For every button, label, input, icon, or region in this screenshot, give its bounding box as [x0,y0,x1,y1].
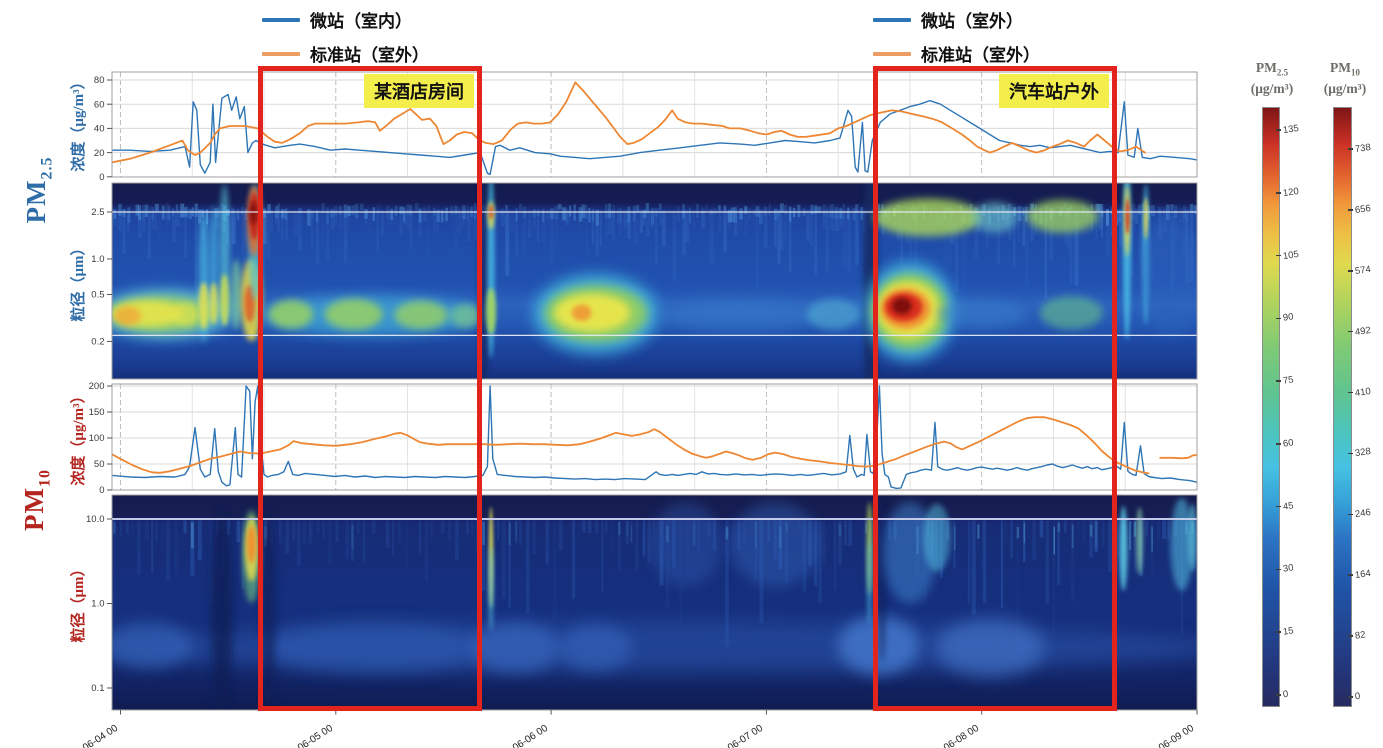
heatmap-hotspots [112,495,1197,710]
colorbar-tick-label: 105 [1282,248,1300,262]
colorbar-tick [1276,694,1281,696]
y-tick-label: 0.2 [91,337,104,348]
y-tick-label: 1.0 [91,254,104,265]
line-swatch-orange [873,51,911,56]
series-micro-station [112,385,1197,490]
colorbar-tick-label: 656 [1354,202,1372,216]
colorbar-tick-label: 15 [1282,625,1295,638]
colorbar-tick-label: 135 [1282,122,1300,137]
annotation-box-hotel-room: 某酒店房间 [258,66,482,711]
y-tick-label: 60 [94,99,105,110]
y-tick-label: 150 [89,407,105,418]
y-tick-label: 0 [99,172,104,183]
y-tick-label: 0 [99,485,104,496]
y-tick-label: 10.0 [86,514,105,525]
colorbar-tick [1276,129,1281,131]
colorbar-tick [1348,148,1353,150]
colorbar-tick-label: 410 [1354,385,1372,399]
colorbar-gradient [1263,108,1279,706]
colorbar-tick [1348,635,1353,637]
line-swatch-blue [262,17,300,22]
legend-item: 微站（室外） [873,7,1040,32]
legend-item: 标准站（室外） [262,41,429,66]
colorbar-tick [1348,330,1353,333]
colorbar-tick [1348,209,1353,211]
colorbar-tick-label: 90 [1282,311,1295,325]
colorbar-tick-label: 82 [1354,629,1367,642]
colorbar-tick [1276,317,1281,320]
colorbar-tick-label: 75 [1282,374,1295,387]
legend-item: 微站（室内） [262,7,429,32]
colorbar-pm10 [1333,107,1352,707]
line-swatch-orange [262,51,300,56]
annotation-label-hotel-room: 某酒店房间 [364,74,474,108]
y-tick-label: 40 [94,124,105,135]
legend-right: 微站（室外） 标准站（室外） [873,7,1040,66]
annotation-box-bus-station: 汽车站户外 [873,66,1117,711]
pm10-size-heatmap [112,495,1197,710]
series-standard-station [112,416,1150,475]
colorbar-tick [1348,513,1353,516]
legend-item: 标准站（室外） [873,41,1040,66]
colorbar-tick [1276,443,1281,445]
legend-label: 微站（室外） [921,12,1023,31]
y-tick-label: 80 [94,75,105,86]
y-tick-label: 200 [89,381,105,392]
colorbar-tick [1348,574,1353,576]
colorbar-gradient [1334,108,1351,706]
y-tick-label: 2.5 [91,207,104,218]
pm25-size-heatmap [112,183,1197,379]
line-swatch-blue [873,17,911,22]
series-micro-station [112,93,1197,176]
series-standard-station-tail [1159,454,1197,460]
colorbar-tick [1276,380,1281,382]
colorbar-tick [1276,192,1281,194]
y-tick-label: 0.1 [91,683,104,694]
colorbar-tick [1276,568,1281,571]
colorbar-tick [1348,391,1353,394]
y-tick-label: 0.5 [91,290,104,301]
legend-label: 微站（室内） [310,12,412,31]
y-tick-label: 50 [94,459,105,470]
y-tick-label: 1.0 [91,599,104,610]
legend-label: 标准站（室外） [310,46,429,65]
colorbar-tick [1348,696,1353,698]
pm10-concentration-chart [111,383,1198,491]
series-standard-station [112,81,1146,164]
colorbar-title-pm10: PM10 (μg/m³) [1323,60,1367,96]
colorbar-tick [1276,631,1281,633]
colorbar-tick-label: 45 [1282,499,1295,513]
colorbar-pm25 [1262,107,1280,707]
y-tick-label: 100 [89,433,105,444]
annotation-label-bus-station: 汽车站户外 [999,74,1109,108]
colorbar-tick-label: 30 [1282,562,1295,576]
colorbar-tick-label: 492 [1354,324,1372,338]
colorbar-tick [1276,254,1281,257]
colorbar-tick [1348,452,1353,455]
y-tick-label: 20 [94,148,105,159]
colorbar-tick-label: 574 [1354,263,1372,277]
colorbar-tick [1348,270,1353,272]
colorbar-tick [1276,505,1281,508]
legend-left: 微站（室内） 标准站（室外） [262,7,429,66]
legend-label: 标准站（室外） [921,46,1040,65]
colorbar-tick-label: 60 [1282,437,1295,450]
colorbar-title-pm25: PM2.5 (μg/m³) [1250,60,1294,96]
colorbar-tick-label: 120 [1282,185,1300,199]
colorbar-tick-label: 738 [1354,141,1372,156]
